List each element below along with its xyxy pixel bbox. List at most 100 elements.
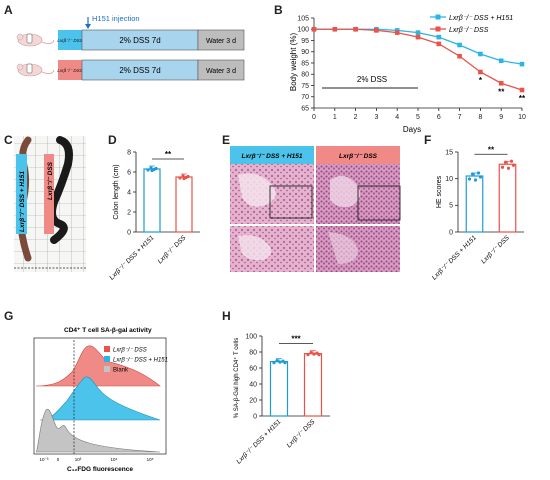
- data-point: [181, 174, 185, 178]
- legend-marker: [104, 346, 110, 352]
- x-tick-label: 3: [374, 114, 378, 121]
- data-point: [317, 353, 321, 357]
- data-point: [415, 34, 421, 40]
- zoom-box: [357, 185, 401, 221]
- y-tick-label: 2: [127, 209, 131, 216]
- bar: [175, 176, 193, 233]
- data-point: [457, 42, 462, 48]
- y-tick-label: 100: [297, 27, 309, 34]
- x-tick-label: 9: [499, 114, 503, 121]
- dss-label: 2% DSS 7d: [119, 36, 160, 45]
- y-tick-label: 8: [127, 149, 131, 156]
- x-tick-label: Lxrβ⁻/⁻ DSS + H151: [235, 418, 282, 465]
- data-point: [478, 69, 483, 75]
- y-tick-label: 100: [245, 333, 257, 340]
- data-point: [476, 171, 481, 175]
- panel-e-histology: E Lxrβ⁻/⁻ DSS + H151 Lxrβ⁻/⁻ DSS: [222, 133, 401, 272]
- x-tick-label: Lxrβ⁻/⁻ DSS + H151: [108, 234, 155, 281]
- y-tick-label: 20: [249, 397, 257, 404]
- significance-marker: **: [519, 94, 526, 103]
- significance-marker: ***: [291, 335, 301, 344]
- y-tick-label: 10: [445, 176, 453, 183]
- data-point: [309, 351, 313, 355]
- panel-label-e: E: [222, 133, 230, 147]
- y-tick-label: 0: [127, 229, 131, 236]
- row2-tag-box: [58, 60, 82, 80]
- row1-tag: Lxrβ⁻/⁻ DSS: [57, 38, 82, 43]
- y-axis-label: HE scores: [436, 175, 443, 208]
- mouse-icon: [16, 63, 55, 77]
- column-header: Lxrβ⁻/⁻ DSS: [339, 153, 378, 160]
- y-tick-label: 0: [253, 413, 257, 420]
- data-point: [283, 361, 287, 365]
- injection-label: H151 injection: [92, 14, 140, 23]
- data-point: [519, 61, 525, 67]
- data-point: [312, 352, 316, 356]
- y-tick-label: 80: [301, 72, 309, 79]
- x-tick-label: 0: [312, 114, 316, 121]
- y-tick-label: 75: [301, 83, 309, 90]
- data-point: [436, 41, 442, 47]
- water-box: [197, 29, 245, 51]
- legend: Lxrβ⁻/⁻ DSS Lxrβ⁻/⁻ DSS + H151 Blank: [104, 346, 168, 374]
- data-point: [146, 168, 150, 172]
- x-tick-label: 10: [518, 114, 526, 121]
- data-point: [500, 165, 505, 169]
- legend: Lxrβ⁻/⁻ DSS + H151 Lxrβ⁻/⁻ DSS: [430, 14, 513, 34]
- data-point: [467, 177, 472, 181]
- data-point: [457, 53, 462, 59]
- tick-label: 10⁴: [111, 457, 118, 462]
- panel-label-f: F: [424, 133, 431, 147]
- y-tick-label: 4: [127, 189, 131, 196]
- histogram-cyan: [39, 376, 161, 421]
- data-point: [415, 30, 421, 35]
- legend-marker: [435, 14, 441, 20]
- tick-label: 10⁻³: [40, 457, 49, 462]
- dss-annotation: 2% DSS: [357, 75, 387, 84]
- y-tick-label: 40: [249, 381, 257, 388]
- data-point: [275, 359, 279, 363]
- row2-tag: Lxrβ⁻/⁻ DSS: [57, 68, 82, 73]
- data-point: [498, 58, 504, 64]
- significance-marker: **: [488, 145, 495, 154]
- bar: [498, 163, 517, 233]
- legend-marker: [104, 356, 110, 362]
- data-point: [478, 175, 483, 179]
- x-tick-label: 6: [437, 114, 441, 121]
- tick-label: 0: [57, 457, 60, 462]
- y-axis-label: % SA-β-Gal high CD4⁺ T cells: [233, 338, 240, 418]
- water-box: [197, 59, 245, 81]
- panel-b-chart: B Body weight (%) Days 2% DSS Lxrβ⁻/⁻ DS…: [274, 3, 526, 134]
- legend-marker: [435, 26, 441, 32]
- y-tick-label: 65: [301, 105, 309, 112]
- x-axis-ticks: 10⁻³ 0 10³ 10⁴ 10⁵: [40, 457, 154, 462]
- specimen-label: Lxrβ⁻/⁻ DSS: [47, 161, 54, 200]
- column-header: Lxrβ⁻/⁻ DSS + H151: [242, 153, 303, 160]
- x-tick-label: 8: [478, 114, 482, 121]
- bar: [269, 361, 289, 417]
- legend-item: Lxrβ⁻/⁻ DSS: [113, 348, 147, 354]
- data-point: [509, 159, 514, 163]
- tick-label: 10³: [75, 457, 82, 462]
- significance-marker: **: [165, 150, 172, 159]
- x-tick-label: Lxrβ⁻/⁻ DSS: [286, 418, 317, 449]
- panel-h-chart: H % SA-β-Gal high CD4⁺ T cells 0 20 40 60 80…: [222, 309, 330, 466]
- data-point: [503, 160, 508, 164]
- y-tick-label: 80: [249, 349, 257, 356]
- y-tick-label: 0: [449, 229, 453, 236]
- data-point: [278, 360, 282, 364]
- data-point: [511, 163, 516, 167]
- panel-label-d: D: [108, 133, 117, 147]
- data-point: [353, 26, 358, 32]
- bar: [303, 353, 323, 417]
- x-axis-label: Days: [403, 125, 421, 134]
- tick-label: 10⁵: [147, 457, 154, 462]
- chart-title: CD4⁺ T cell SA-β-gal activity: [64, 327, 152, 334]
- panel-label-c: C: [4, 133, 13, 147]
- data-point: [332, 26, 338, 32]
- data-point: [478, 51, 483, 57]
- panel-label-a: A: [4, 3, 13, 17]
- x-tick-label: 2: [354, 114, 358, 121]
- y-tick-label: 70: [301, 94, 309, 101]
- data-point: [473, 178, 478, 182]
